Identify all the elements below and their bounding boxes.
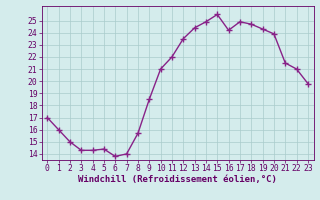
X-axis label: Windchill (Refroidissement éolien,°C): Windchill (Refroidissement éolien,°C) [78,175,277,184]
